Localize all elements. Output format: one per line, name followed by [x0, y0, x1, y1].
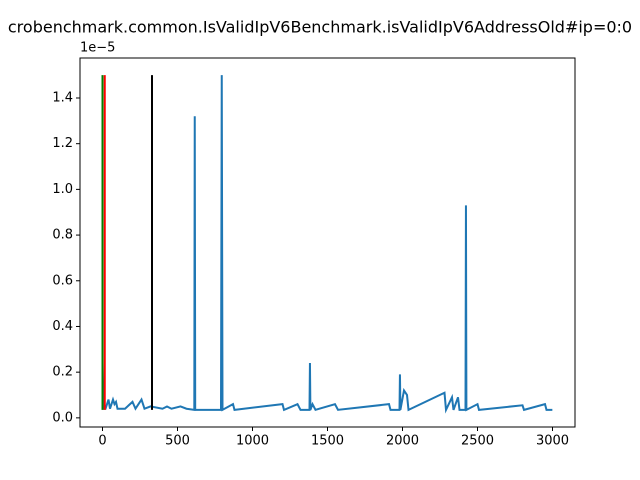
y-tick-label: 1.2: [52, 136, 73, 151]
x-tick-label: 2500: [461, 434, 494, 449]
y-tick-label: 0.2: [52, 365, 73, 380]
y-tick-label: 1.4: [52, 90, 73, 105]
y-tick-label: 1.0: [52, 182, 73, 197]
x-tick-label: 1000: [236, 434, 269, 449]
y-tick-label: 0.6: [52, 273, 73, 288]
x-tick-label: 500: [165, 434, 190, 449]
x-tick-label: 1500: [311, 434, 344, 449]
y-tick-label: 0.0: [52, 410, 73, 425]
y-tick-label: 0.4: [52, 319, 73, 334]
data-line: [101, 75, 553, 414]
x-tick-label: 0: [98, 434, 106, 449]
y-offset-label: 1e−5: [80, 41, 115, 56]
x-tick-label: 3000: [536, 434, 569, 449]
x-tick-label: 2000: [386, 434, 419, 449]
y-tick-label: 0.8: [52, 228, 73, 243]
chart-title: crobenchmark.common.IsValidIpV6Benchmark…: [8, 18, 632, 37]
plot-frame: [79, 57, 576, 428]
